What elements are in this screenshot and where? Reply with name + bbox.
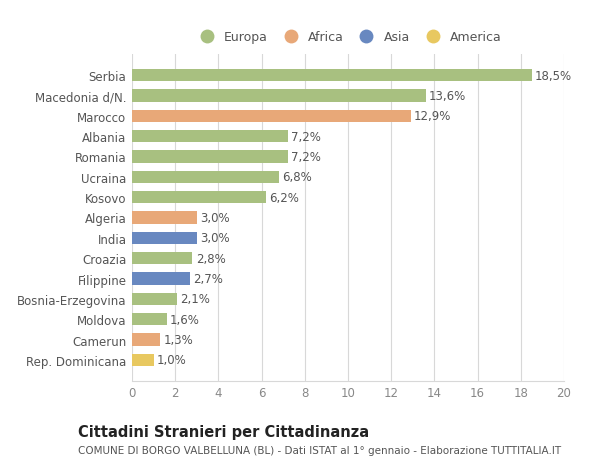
Text: 1,3%: 1,3% <box>163 333 193 346</box>
Bar <box>132 70 532 82</box>
Bar <box>132 192 266 204</box>
Text: 13,6%: 13,6% <box>429 90 466 103</box>
Text: 2,7%: 2,7% <box>194 272 223 285</box>
Text: 1,6%: 1,6% <box>170 313 200 326</box>
Text: 3,0%: 3,0% <box>200 232 230 245</box>
Text: 7,2%: 7,2% <box>291 151 320 164</box>
Text: 7,2%: 7,2% <box>291 130 320 143</box>
Bar <box>132 293 178 305</box>
Text: 12,9%: 12,9% <box>414 110 451 123</box>
Bar <box>132 354 154 366</box>
Text: 6,2%: 6,2% <box>269 191 299 204</box>
Text: 2,1%: 2,1% <box>181 293 211 306</box>
Text: Cittadini Stranieri per Cittadinanza: Cittadini Stranieri per Cittadinanza <box>78 425 369 440</box>
Bar <box>132 252 193 265</box>
Text: 6,8%: 6,8% <box>282 171 312 184</box>
Legend: Europa, Africa, Asia, America: Europa, Africa, Asia, America <box>191 29 505 47</box>
Bar <box>132 90 426 102</box>
Bar <box>132 171 279 184</box>
Bar <box>132 151 287 163</box>
Text: 18,5%: 18,5% <box>535 69 572 83</box>
Bar <box>132 232 197 244</box>
Bar <box>132 313 167 325</box>
Bar <box>132 212 197 224</box>
Bar <box>132 111 410 123</box>
Text: 1,0%: 1,0% <box>157 353 187 367</box>
Bar <box>132 334 160 346</box>
Bar <box>132 131 287 143</box>
Bar <box>132 273 190 285</box>
Text: 2,8%: 2,8% <box>196 252 226 265</box>
Text: 3,0%: 3,0% <box>200 212 230 224</box>
Text: COMUNE DI BORGO VALBELLUNA (BL) - Dati ISTAT al 1° gennaio - Elaborazione TUTTIT: COMUNE DI BORGO VALBELLUNA (BL) - Dati I… <box>78 445 561 455</box>
